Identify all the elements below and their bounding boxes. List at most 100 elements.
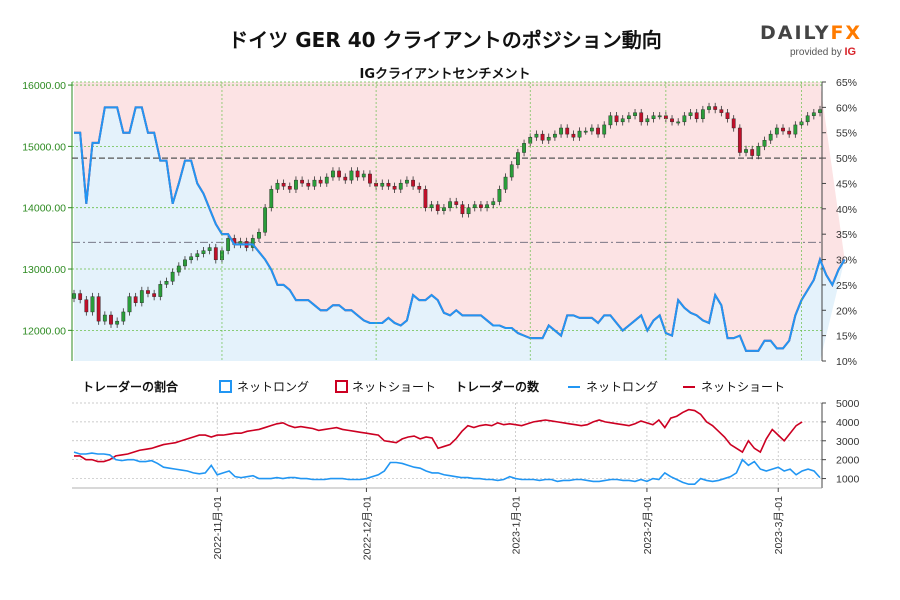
candle (633, 112, 637, 116)
candle (109, 314, 113, 325)
candle (386, 182, 391, 187)
candle (657, 115, 662, 118)
candle (349, 170, 354, 181)
candle (626, 115, 631, 119)
candle (269, 189, 274, 208)
candle (565, 127, 570, 135)
right-tick-label: 60% (836, 102, 857, 114)
candle (509, 164, 514, 178)
candle (750, 149, 755, 156)
right-tick-label: 25% (836, 280, 857, 292)
chart-title: ドイツ GER 40 クライアントのポジション動向 (228, 28, 661, 52)
net-long-pct-line (74, 106, 846, 352)
net-long-area (74, 107, 845, 361)
left-tick-label: 12000.00 (22, 325, 66, 337)
candle (781, 127, 785, 132)
candle (479, 204, 483, 208)
net-short-count-line (74, 408, 803, 463)
candle (503, 176, 508, 190)
candle (448, 201, 452, 208)
count-tick-label: 3000 (836, 436, 860, 448)
candle (331, 170, 335, 178)
candle (294, 179, 298, 190)
candle (139, 290, 144, 303)
logo-fx: FX (830, 22, 863, 44)
legend-ratio-short: ネットショート (352, 380, 436, 394)
candle (96, 296, 101, 322)
candle (121, 311, 126, 322)
candle (688, 112, 693, 116)
right-tick-label: 35% (836, 229, 857, 241)
right-tick-label: 10% (836, 356, 857, 368)
candle (170, 271, 175, 282)
candle (725, 112, 730, 119)
candle (491, 201, 496, 205)
legend: トレーダーの割合 ネットロング ネットショート トレーダーの数 ネットロング ネットショー… (82, 379, 785, 394)
candle (435, 204, 440, 211)
candle (682, 115, 687, 123)
candle (768, 133, 773, 141)
candle (355, 170, 360, 178)
candle (553, 133, 557, 138)
candle (522, 143, 526, 153)
net-long-count-line (73, 451, 821, 486)
trader-count-panel: 5000 4000 3000 2000 1000 2022-11月-01 2022-12月-… (72, 398, 860, 560)
candle (756, 146, 761, 156)
candle (102, 314, 107, 322)
candle (250, 238, 255, 248)
right-tick-label: 15% (836, 331, 857, 343)
candle (540, 133, 545, 141)
candle (460, 204, 465, 215)
count-tick-label: 1000 (836, 474, 860, 486)
candle (546, 136, 551, 141)
candle (84, 299, 89, 313)
left-tick-label: 14000.00 (22, 203, 66, 215)
legend-count-short: ネットショート (701, 380, 785, 394)
candle (213, 247, 218, 261)
candle (368, 173, 372, 184)
logo-ig: IG (844, 46, 857, 58)
candle (744, 149, 748, 153)
candle (183, 259, 187, 267)
candle (158, 284, 163, 297)
candle (392, 186, 397, 190)
net-short-area (74, 82, 845, 351)
candle (429, 204, 434, 208)
x-tick-label: 2023-2月-01 (642, 496, 654, 555)
candle (405, 179, 409, 184)
candle (589, 127, 594, 132)
candle (306, 182, 311, 187)
candle (466, 207, 471, 215)
count-tick-label: 2000 (836, 455, 860, 467)
legend-ratio-long: ネットロング (237, 380, 309, 394)
candle (257, 232, 261, 239)
candle (275, 182, 280, 190)
right-tick-label: 30% (836, 255, 857, 267)
candle (337, 170, 341, 178)
candle (516, 152, 520, 165)
candle (411, 179, 415, 187)
candle (189, 256, 194, 261)
candle (577, 130, 582, 138)
count-tick-label: 4000 (836, 417, 860, 429)
candle (534, 133, 539, 138)
candle (263, 207, 268, 233)
candle (737, 127, 742, 153)
candle (787, 130, 792, 135)
candle (559, 127, 563, 135)
candle (417, 186, 422, 190)
x-tick-label: 2023-1月-01 (511, 496, 523, 555)
candle (281, 182, 286, 187)
candle (707, 106, 711, 110)
candle (72, 293, 76, 299)
candle (602, 124, 607, 135)
count-tick-label: 5000 (836, 398, 860, 410)
candle (201, 250, 206, 254)
candle (700, 109, 705, 119)
right-tick-label: 45% (836, 178, 857, 190)
candle (713, 106, 718, 110)
candle (485, 204, 489, 208)
candle (115, 320, 120, 325)
candle (571, 133, 576, 138)
candle (614, 115, 619, 123)
